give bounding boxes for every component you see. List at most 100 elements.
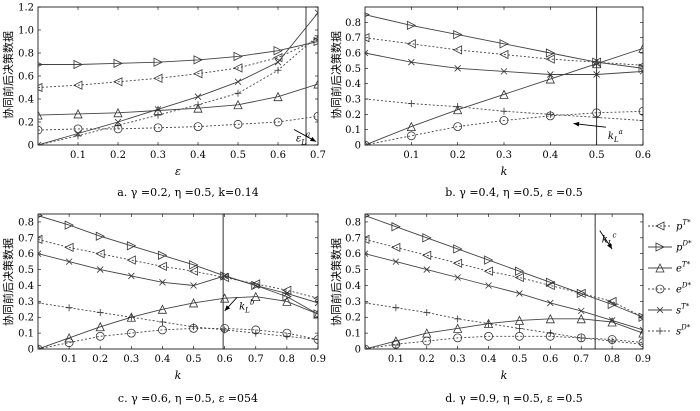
series-sT [38, 250, 318, 307]
point-sT [454, 65, 461, 72]
point-eT [313, 79, 318, 89]
point-sT [38, 141, 42, 145]
point-sT [639, 68, 643, 75]
point-pT [365, 234, 370, 245]
point-sT [516, 290, 523, 297]
y-tick-label: 0.5 [345, 265, 361, 276]
legend-marker [655, 221, 665, 231]
y-tick-label: 0.1 [345, 329, 361, 340]
annotation-label: kLa [608, 128, 623, 144]
point-pT [390, 242, 401, 253]
point-eD [391, 339, 401, 349]
point-pT [126, 255, 136, 265]
point-sT [128, 272, 135, 280]
annotation-label: εLa [296, 131, 310, 147]
chart-panel-b: 0 0.1 0.2 0.3 0.4 0.5 0.6 0.7 0.8 0.1 0.2 0.3 0.4 0.5… [329, 6, 651, 199]
point-sD [274, 66, 282, 74]
point-eD [95, 331, 105, 341]
point-eD [126, 328, 136, 338]
series-line-eD [38, 327, 318, 349]
point-eT [499, 89, 509, 99]
point-sT [454, 274, 461, 281]
point-pT [73, 80, 83, 90]
point-pD [545, 48, 556, 58]
x-tick-label: 0.6 [542, 354, 558, 365]
point-eD [406, 131, 416, 141]
y-tick-label: 0.6 [345, 249, 361, 260]
y-tick-label: 0.6 [345, 49, 361, 60]
y-tick-label: 0.3 [18, 297, 34, 308]
point-eD [545, 331, 555, 341]
chart-panel-a: 0 0.2 0.4 0.6 0.8 1.0 1.2 0.1 0.2 0.3 0.4 0.5 0.6 0.7… [1, 3, 326, 200]
point-sT [221, 272, 228, 280]
point-pT [452, 45, 463, 55]
point-sT [65, 258, 73, 265]
point-pD [391, 222, 401, 232]
point-pD [73, 59, 83, 70]
legend-entry-sT: sT* [648, 303, 690, 317]
series-sD [365, 299, 643, 348]
point-sD [74, 132, 82, 140]
point-eT [453, 104, 463, 115]
point-sT [408, 58, 415, 66]
point-sT [38, 250, 42, 257]
y-tick-label: 1.2 [18, 3, 34, 14]
point-pD [515, 266, 525, 276]
point-eD [545, 111, 555, 121]
x-tick-label: 0.6 [635, 150, 651, 161]
series-eD [38, 323, 318, 349]
point-sD [593, 113, 601, 121]
point-pT [514, 272, 524, 283]
point-pD [64, 220, 75, 230]
point-sD [38, 299, 42, 307]
point-pT [421, 250, 432, 260]
x-tick-label: 0.4 [542, 150, 558, 161]
x-tick-label: 0.2 [450, 150, 466, 161]
point-pT [576, 288, 586, 299]
legend-marker [655, 284, 665, 294]
y-tick-label: 0.4 [345, 281, 361, 292]
point-pD [499, 39, 509, 49]
legend-label: pD* [676, 240, 692, 254]
point-sD [158, 318, 166, 326]
point-pT [188, 266, 198, 276]
chart-panel-c: 0 0.1 0.2 0.3 0.4 0.5 0.6 0.7 0.8 0.1 0.2 0.3 0.4 0.5… [1, 213, 326, 405]
point-pT [38, 234, 43, 245]
point-eD [499, 116, 509, 125]
y-axis-label: 协同前后决策数据 [1, 31, 15, 119]
point-sT [159, 279, 166, 286]
series-line-sD [365, 302, 643, 345]
point-pT [38, 82, 43, 93]
point-pD [406, 20, 417, 31]
point-sD [127, 313, 135, 321]
x-tick-label: 0.4 [190, 150, 206, 161]
series-eD [365, 331, 643, 349]
x-tick-label: 0.4 [481, 354, 497, 365]
series-line-pT [365, 238, 643, 318]
point-eD [158, 325, 167, 335]
point-eT [273, 91, 283, 102]
annotation-arrowhead [310, 136, 316, 142]
point-sD [314, 335, 318, 343]
point-sD [154, 111, 162, 119]
point-eT [64, 332, 74, 343]
y-tick-label: 0.3 [345, 95, 361, 106]
point-pT [607, 296, 617, 307]
point-sT [274, 58, 282, 66]
plot-frame [364, 213, 644, 350]
legend-label: sD* [676, 324, 691, 338]
point-sT [154, 106, 162, 113]
point-eD [484, 331, 493, 341]
point-pT [113, 77, 123, 87]
point-eD [592, 108, 602, 118]
series-pD [38, 36, 318, 70]
annotation-arrowhead [224, 305, 231, 311]
x-tick-label: 0.9 [310, 354, 326, 365]
point-sT [423, 266, 431, 273]
point-pD [193, 55, 203, 65]
point-eT [514, 315, 525, 325]
point-pD [189, 260, 199, 270]
y-tick-label: 0.2 [345, 110, 361, 121]
legend: pT* pD* eT* eD* sT* sD* [648, 219, 692, 338]
point-pD [126, 241, 137, 251]
